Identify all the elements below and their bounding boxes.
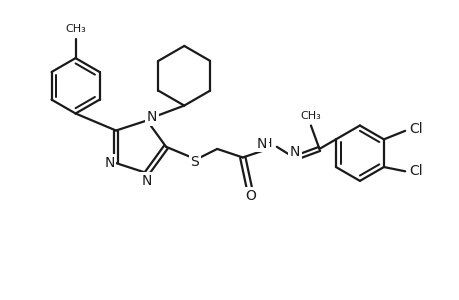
Text: N: N <box>141 174 152 188</box>
Text: Cl: Cl <box>408 122 422 136</box>
Text: Cl: Cl <box>408 164 422 178</box>
Text: CH₃: CH₃ <box>300 111 320 121</box>
Text: N: N <box>289 145 299 159</box>
Text: N: N <box>256 136 267 151</box>
Text: S: S <box>190 155 199 169</box>
Text: N: N <box>104 156 115 170</box>
Text: H: H <box>262 137 271 150</box>
Text: N: N <box>147 110 157 124</box>
Text: CH₃: CH₃ <box>65 24 86 34</box>
Text: O: O <box>244 189 255 203</box>
